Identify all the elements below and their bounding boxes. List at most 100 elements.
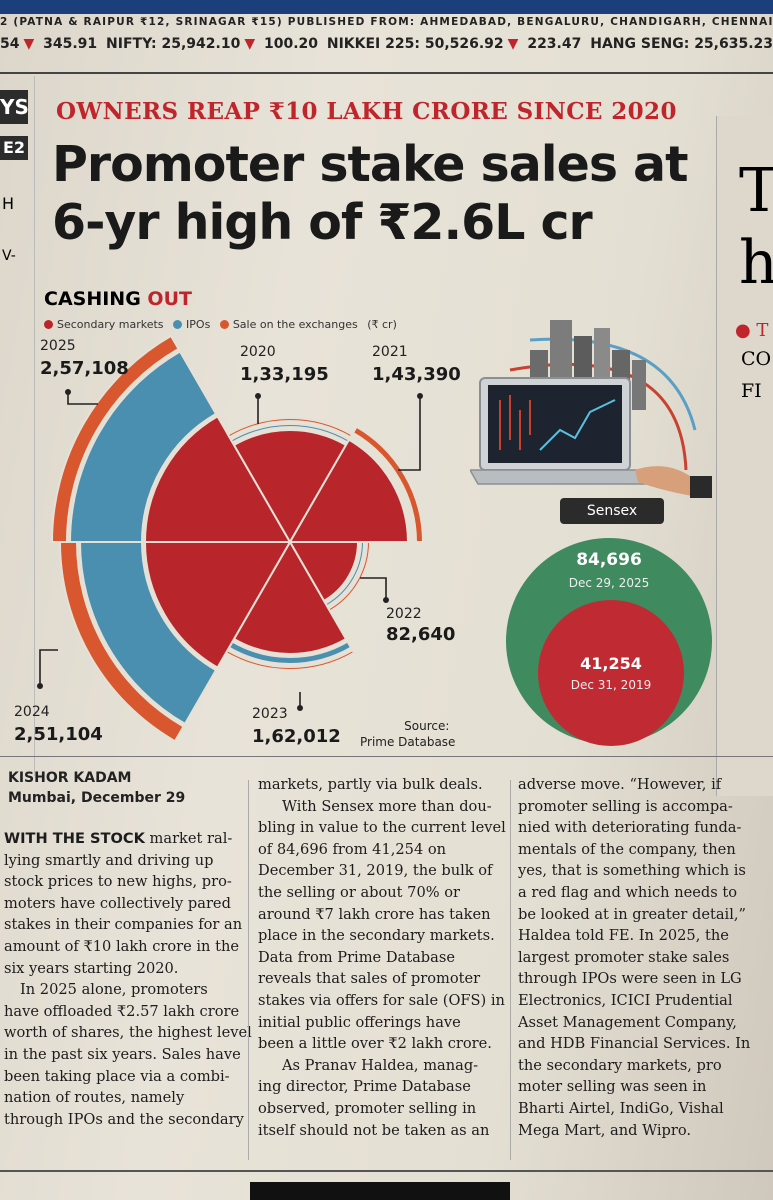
hangseng-value: HANG SENG: 25,635.23 [590,36,773,52]
body-line: With Sensex more than dou- [282,797,492,815]
sensex-then-value: 41,254 [580,654,642,673]
nifty-value: NIFTY: 25,942.10 [106,36,241,52]
next-headline-fragment [250,1182,510,1200]
body-line: WITH THE STOCK market ral- [4,830,233,847]
graphic-title: CASHING OUT [44,288,192,310]
left-fragment: H [2,194,15,213]
year-label: 2022 [386,606,422,622]
left-column-fragment: YS E2 H V- [0,76,35,776]
body-line: through IPOs and the secondary [4,1110,244,1128]
ipo-segment [68,350,218,543]
left-fragment: V- [2,248,16,264]
year-value: 82,640 [386,624,456,645]
callout-dot [383,597,389,603]
exchange-sale-segment [351,425,425,543]
body-line: Mega Mart, and Wipro. [518,1121,692,1139]
body-line: around ₹7 lakh crore has taken [258,905,491,923]
body-line: through IPOs were seen in LG [518,970,742,988]
year-label: 2025 [40,338,76,354]
radial-segments [50,334,425,743]
laptop-illustration [470,320,712,498]
body-line: In 2025 alone, promoters [20,981,208,999]
body-line: Bharti Airtel, IndiGo, Vishal [518,1099,724,1117]
sensex-label: Sensex [560,498,664,524]
article-column-3: adverse move. “However, if promoter sell… [518,774,773,1141]
body-line: in the past six years. Sales have [4,1045,241,1063]
kicker: OWNERS REAP ₹10 LAKH CRORE SINCE 2020 [56,98,677,125]
callout-dot [297,705,303,711]
divider [0,1170,773,1172]
body-line: initial public offerings have [258,1013,461,1031]
body-line: place in the secondary markets. [258,927,495,945]
body-line: yes, that is something which is [518,862,746,880]
byline-name: KISHOR KADAM [8,770,132,786]
year-label: 2023 [252,706,288,722]
secondary-market-segment [143,541,292,669]
divider [0,756,773,757]
body-line: been a little over ₹2 lakh crore. [258,1035,492,1053]
sensex-now-value: 84,696 [576,550,642,570]
body-line: stakes via offers for sale (OFS) in [258,991,505,1009]
headline: Promoter stake sales at 6-yr high of ₹2.… [52,136,689,251]
year-value: 2,51,104 [14,724,103,745]
publication-line: 2 (PATNA & RAIPUR ₹12, SRINAGAR ₹15) PUB… [0,16,773,28]
body-line: bling in value to the current level [258,819,506,837]
article-column-2: markets, partly via bulk deals. With Sen… [258,774,506,1141]
body-line: As Pranav Haldea, manag- [282,1056,479,1074]
body-line: been taking place via a combi- [4,1067,230,1085]
graphic-legend: Secondary markets IPOs Sale on the excha… [44,318,397,331]
body-line: reveals that sales of promoter [258,970,481,988]
body-line: moter selling was seen in [518,1078,707,1096]
body-line: nied with deteriorating funda- [518,819,742,837]
callout-dot [417,393,423,399]
body-line: Electronics, ICICI Prudential [518,991,733,1009]
legend-dot-icon [219,320,229,329]
body-line: the secondary markets, pro [518,1056,722,1074]
callout-dot [65,389,71,395]
down-arrow-icon: ▼ [507,36,519,52]
legend-dot-icon [44,320,53,329]
body-line: December 31, 2019, the bulk of [258,862,493,880]
year-label: 2020 [240,344,276,360]
callout-line [67,392,98,405]
body-line: the selling or about 70% or [258,883,461,901]
divider [0,72,773,74]
body-line: nation of routes, namely [4,1089,185,1107]
column-divider [510,780,511,1160]
body-line: amount of ₹10 lakh crore in the [4,937,239,955]
body-line: largest promoter stake sales [518,948,730,966]
body-line: have offloaded ₹2.57 lakh crore [4,1002,240,1020]
body-line: six years starting 2020. [4,959,179,977]
ticker-fragment-change: 345.91 [43,36,98,52]
down-arrow-icon: ▼ [23,36,35,52]
right-fragment: T [739,156,773,226]
body-line: worth of shares, the highest level [4,1024,252,1042]
down-arrow-icon: ▼ [244,36,256,52]
body-line: adverse move. “However, if [518,776,722,793]
right-fragment: ● T [735,320,769,341]
sensex-now-date: Dec 29, 2025 [568,576,650,590]
body-line: lying smartly and driving up [4,851,214,869]
year-label: 2021 [372,344,408,360]
body-line: Data from Prime Database [258,948,455,966]
ticker-fragment: 54 [0,36,20,52]
body-line: of 84,696 from 41,254 on [258,840,447,858]
body-line: stakes in their companies for an [4,916,243,934]
year-label: 2024 [14,704,50,720]
sensex-2019-circle [538,600,684,746]
left-tag: E2 [0,136,28,160]
ipo-segment [78,541,218,726]
nikkei-change: 223.47 [527,36,582,52]
callout-line [39,649,58,686]
body-line: and HDB Financial Services. In [518,1035,751,1053]
body-line: itself should not be taken as an [258,1121,490,1139]
masthead-bar [0,0,773,14]
right-fragment: FI [741,380,762,402]
radial-chart [39,334,425,743]
body-line: a red flag and which needs to [518,883,737,901]
body-line: stock prices to new highs, pro- [4,873,232,891]
body-line: observed, promoter selling in [258,1099,477,1117]
right-column-fragment: T h ● T CO FI [716,116,773,796]
body-line: markets, partly via bulk deals. [258,776,483,793]
